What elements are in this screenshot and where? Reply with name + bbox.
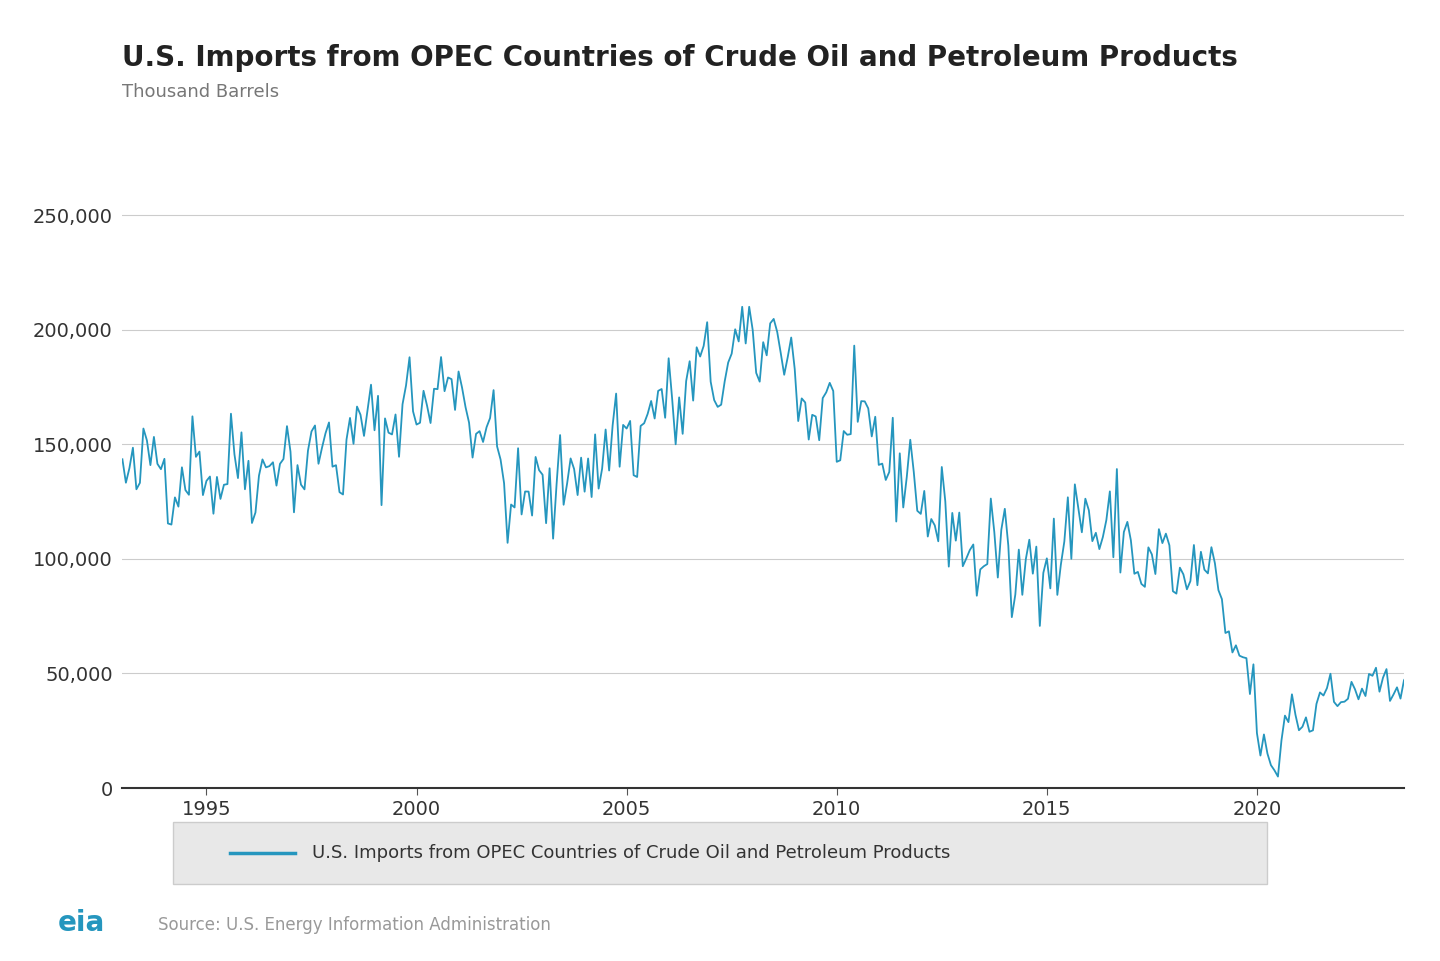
Text: eia: eia [58, 909, 105, 937]
Text: U.S. Imports from OPEC Countries of Crude Oil and Petroleum Products: U.S. Imports from OPEC Countries of Crud… [312, 844, 950, 862]
Text: U.S. Imports from OPEC Countries of Crude Oil and Petroleum Products: U.S. Imports from OPEC Countries of Crud… [122, 44, 1238, 72]
Text: Source: U.S. Energy Information Administration: Source: U.S. Energy Information Administ… [158, 916, 552, 934]
Text: Thousand Barrels: Thousand Barrels [122, 83, 279, 101]
